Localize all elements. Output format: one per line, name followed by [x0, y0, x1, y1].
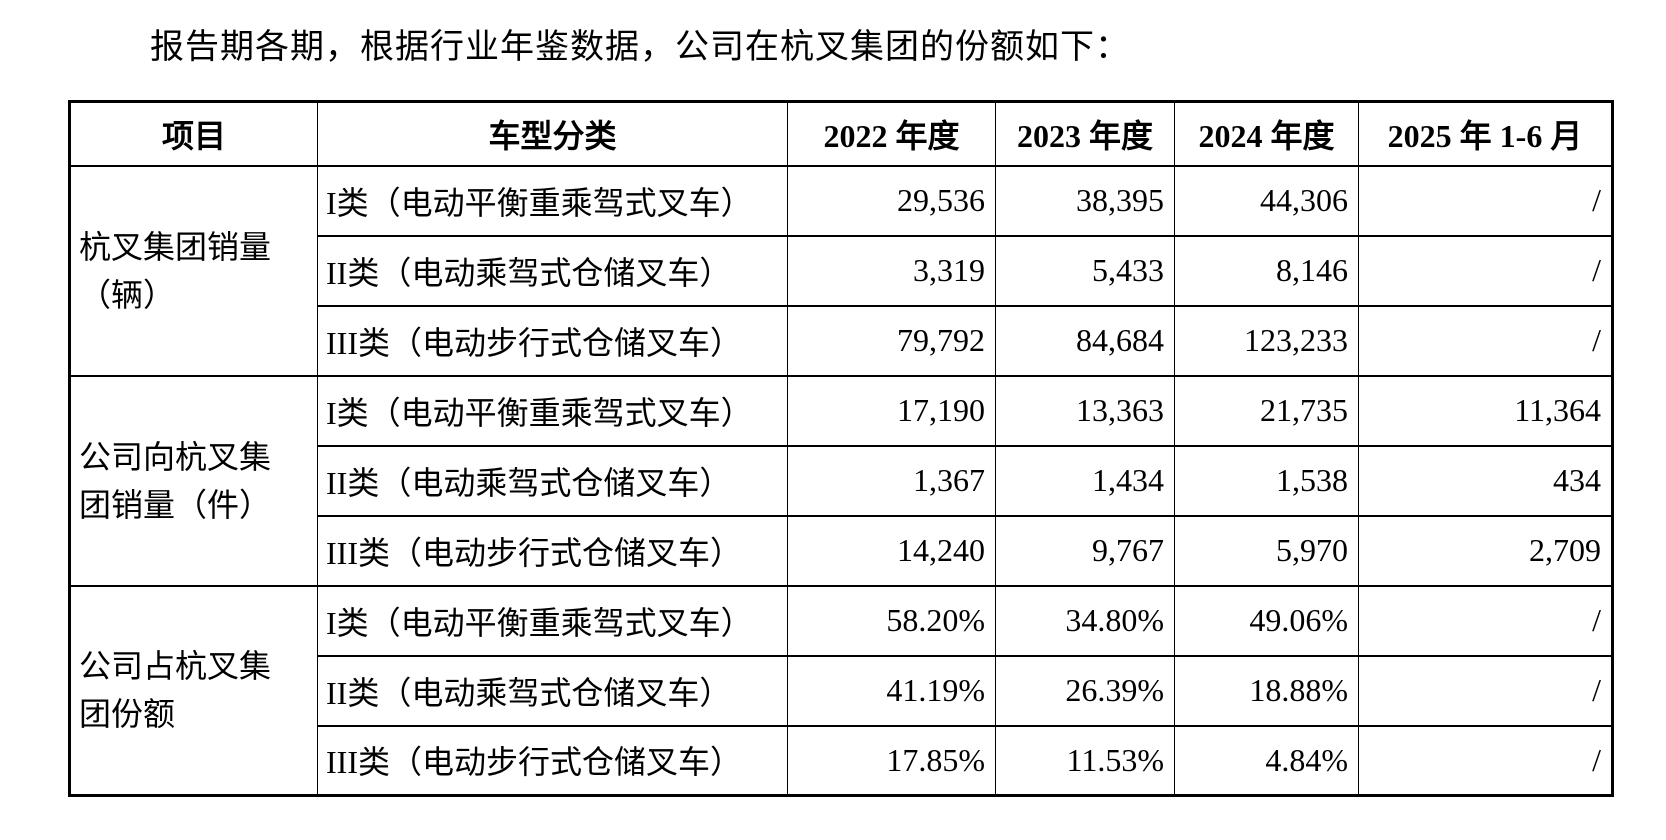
- table-row: III类（电动步行式仓储叉车） 79,792 84,684 123,233 /: [70, 304, 1613, 377]
- table-row: 杭叉集团销量 （辆） I类（电动平衡重乘驾式叉车） 29,536 38,395 …: [69, 164, 1613, 377]
- value-cell: 13,363: [995, 374, 1175, 447]
- value-cell: 44,306: [1174, 164, 1359, 237]
- table-row: III类（电动步行式仓储叉车） 17.85% 11.53% 4.84% /: [70, 724, 1613, 797]
- table-row: 公司占杭叉集 团份额 I类（电动平衡重乘驾式叉车） 58.20% 34.80% …: [69, 584, 1613, 797]
- table-row: II类（电动乘驾式仓储叉车） 1,367 1,434 1,538 434: [70, 444, 1613, 517]
- value-cell: 49.06%: [1174, 584, 1359, 657]
- table-row: II类（电动乘驾式仓储叉车） 3,319 5,433 8,146 /: [70, 234, 1613, 307]
- value-cell: 5,433: [995, 234, 1175, 307]
- col-header-category: 车型分类: [317, 100, 788, 167]
- value-cell: /: [1358, 724, 1613, 797]
- value-cell: 41.19%: [787, 654, 996, 727]
- value-cell: /: [1358, 164, 1613, 237]
- category-cell: II类（电动乘驾式仓储叉车）: [317, 444, 788, 517]
- value-cell: 26.39%: [995, 654, 1175, 727]
- value-cell: /: [1358, 584, 1613, 657]
- value-cell: 18.88%: [1174, 654, 1359, 727]
- col-header-2023: 2023 年度: [995, 100, 1175, 167]
- document-page: 报告期各期，根据行业年鉴数据，公司在杭叉集团的份额如下： 项目 车型分类 202…: [0, 26, 1666, 840]
- value-cell: 17.85%: [787, 724, 996, 797]
- header-row: 项目 车型分类 2022 年度 2023 年度 2024 年度 2025 年 1…: [69, 100, 1613, 167]
- category-cell: III类（电动步行式仓储叉车）: [317, 514, 788, 587]
- group-label-company-share-of-hangcha: 公司占杭叉集 团份额: [69, 584, 318, 797]
- value-cell: 8,146: [1174, 234, 1359, 307]
- value-cell: 1,538: [1174, 444, 1359, 517]
- value-cell: 4.84%: [1174, 724, 1359, 797]
- group-label-hangcha-sales: 杭叉集团销量 （辆）: [69, 164, 318, 377]
- category-cell: II类（电动乘驾式仓储叉车）: [317, 234, 788, 307]
- value-cell: 38,395: [995, 164, 1175, 237]
- value-cell: 3,319: [787, 234, 996, 307]
- value-cell: 17,190: [787, 374, 996, 447]
- value-cell: 14,240: [787, 514, 996, 587]
- value-cell: 29,536: [787, 164, 996, 237]
- value-cell: 11,364: [1358, 374, 1613, 447]
- table-row: 公司向杭叉集 团销量（件） I类（电动平衡重乘驾式叉车） 17,190 13,3…: [69, 374, 1613, 587]
- category-cell: I类（电动平衡重乘驾式叉车）: [317, 584, 788, 657]
- value-cell: 11.53%: [995, 724, 1175, 797]
- value-cell: 84,684: [995, 304, 1175, 377]
- category-cell: I类（电动平衡重乘驾式叉车）: [317, 164, 788, 237]
- value-cell: 1,434: [995, 444, 1175, 517]
- table-row: III类（电动步行式仓储叉车） 14,240 9,767 5,970 2,709: [70, 514, 1613, 587]
- group-label-company-sales-to-hangcha: 公司向杭叉集 团销量（件）: [69, 374, 318, 587]
- value-cell: 9,767: [995, 514, 1175, 587]
- value-cell: 5,970: [1174, 514, 1359, 587]
- category-cell: I类（电动平衡重乘驾式叉车）: [317, 374, 788, 447]
- value-cell: 1,367: [787, 444, 996, 517]
- value-cell: 434: [1358, 444, 1613, 517]
- category-cell: II类（电动乘驾式仓储叉车）: [317, 654, 788, 727]
- table-row: II类（电动乘驾式仓储叉车） 41.19% 26.39% 18.88% /: [70, 654, 1613, 727]
- value-cell: 34.80%: [995, 584, 1175, 657]
- value-cell: /: [1358, 654, 1613, 727]
- share-table: 项目 车型分类 2022 年度 2023 年度 2024 年度 2025 年 1…: [68, 100, 1614, 797]
- intro-paragraph: 报告期各期，根据行业年鉴数据，公司在杭叉集团的份额如下：: [150, 29, 1130, 66]
- value-cell: 123,233: [1174, 304, 1359, 377]
- col-header-2022: 2022 年度: [787, 100, 996, 167]
- col-header-item: 项目: [69, 100, 318, 167]
- col-header-2025h1: 2025 年 1-6 月: [1358, 100, 1613, 167]
- value-cell: 58.20%: [787, 584, 996, 657]
- category-cell: III类（电动步行式仓储叉车）: [317, 724, 788, 797]
- category-cell: III类（电动步行式仓储叉车）: [317, 304, 788, 377]
- value-cell: 2,709: [1358, 514, 1613, 587]
- col-header-2024: 2024 年度: [1174, 100, 1359, 167]
- value-cell: /: [1358, 234, 1613, 307]
- value-cell: 79,792: [787, 304, 996, 377]
- value-cell: /: [1358, 304, 1613, 377]
- value-cell: 21,735: [1174, 374, 1359, 447]
